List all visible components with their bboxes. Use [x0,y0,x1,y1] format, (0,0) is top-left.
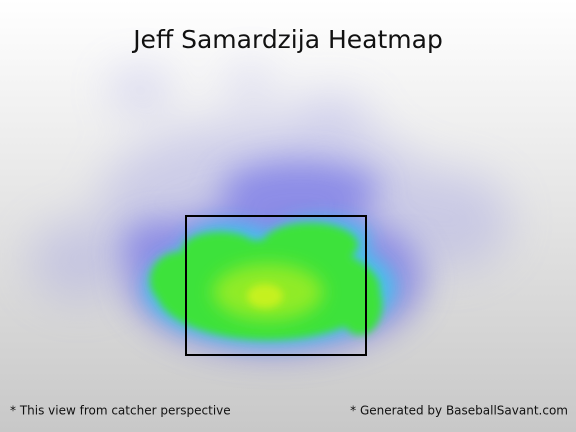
heat-blob [110,70,170,110]
heat-blob [220,160,380,220]
heat-blob [150,252,210,308]
heat-layer [247,284,283,308]
footnote: * Generated by BaseballSavant.com [350,404,568,418]
chart-title: Jeff Samardzija Heatmap [131,25,443,54]
heat-blob [262,223,358,267]
heat-blob [247,284,283,308]
heat-blob [390,170,510,270]
heat-blob [182,232,258,268]
heatmap [30,67,510,355]
heat-blob [290,95,370,145]
heat-blob [338,275,382,335]
heat-blob [30,220,130,300]
footnote: * This view from catcher perspective [10,404,231,418]
heat-blob [230,67,270,103]
strike-zone [185,215,367,356]
